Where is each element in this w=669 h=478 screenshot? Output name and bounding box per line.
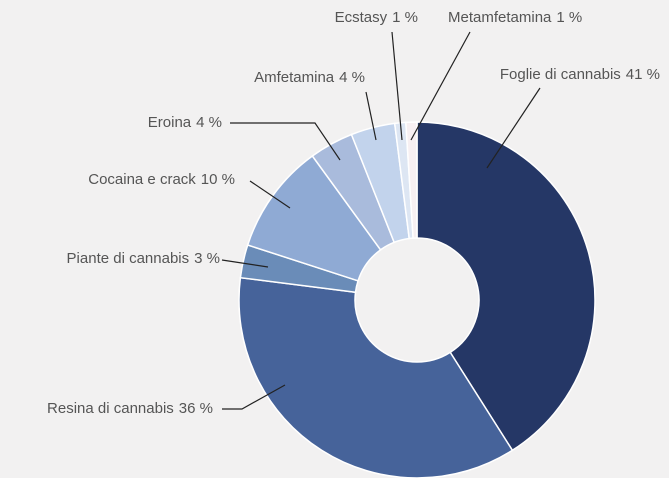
slice-label: Cocaina e crack 10 % [88,171,235,188]
label-value: 4 % [339,69,365,86]
slice-label: Eroina 4 % [148,114,222,131]
label-value: 1 % [556,9,582,26]
slice [246,154,382,282]
slice-label: Foglie di cannabis 41 % [500,66,660,83]
slice-label: Amfetamina 4 % [254,69,365,86]
label-value: 10 % [201,171,235,188]
leader-line [222,384,286,410]
leader-line [410,31,471,141]
label-value: 1 % [392,9,418,26]
slice [416,121,596,452]
label-name: Cocaina e crack [88,171,196,188]
label-name: Metamfetamina [448,9,552,26]
label-value: 36 % [179,400,213,417]
slice-label: Resina di cannabis 36 % [47,400,213,417]
leader-line [486,87,541,169]
label-value: 3 % [194,250,220,267]
label-value: 41 % [626,66,660,83]
leader-line [230,122,341,161]
slice-label: Piante di cannabis 3 % [67,250,220,267]
label-name: Eroina [148,114,192,131]
leader-line [221,259,269,268]
slice-label: Ecstasy 1 % [335,9,418,26]
label-name: Piante di cannabis [67,250,190,267]
leader-line [249,180,291,209]
label-name: Foglie di cannabis [500,66,621,83]
label-name: Ecstasy [335,9,388,26]
slice-label: Metamfetamina 1 % [448,9,582,26]
label-value: 4 % [196,114,222,131]
slice [405,121,418,239]
leader-line [365,91,377,141]
leader-line [391,31,403,141]
label-name: Amfetamina [254,69,335,86]
label-name: Resina di cannabis [47,400,174,417]
